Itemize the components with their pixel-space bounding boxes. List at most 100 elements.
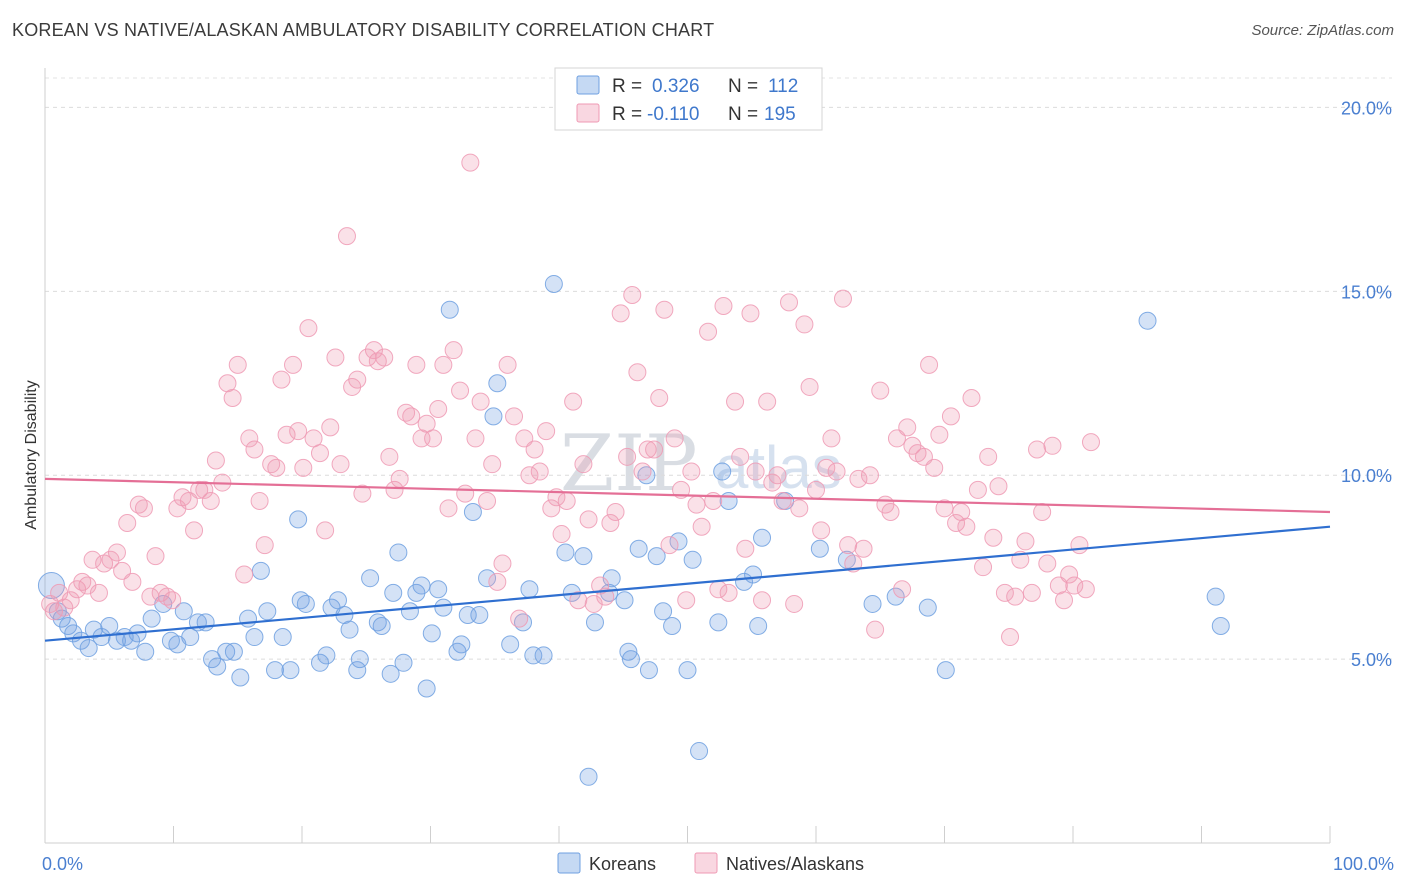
stats-swatch-natives <box>576 103 600 123</box>
point-1-175 <box>989 477 1008 496</box>
stats-r-value-koreans: 0.326 <box>652 76 700 97</box>
point-1-142 <box>812 521 831 540</box>
point-0-37 <box>296 594 315 613</box>
stats-box: R = 0.326 N = 112 R = -0.110 N = 195 <box>554 67 823 131</box>
point-0-49 <box>381 664 400 683</box>
y-axis-title: Ambulatory Disability <box>23 380 40 529</box>
axes <box>44 68 1331 844</box>
point-1-21 <box>158 587 177 606</box>
stats-r-value-natives: -0.110 <box>647 104 699 125</box>
point-1-64 <box>390 469 409 488</box>
point-1-74 <box>444 341 463 360</box>
point-1-169 <box>957 517 976 536</box>
point-1-161 <box>914 447 933 466</box>
point-1-70 <box>424 429 443 448</box>
point-0-56 <box>417 679 436 698</box>
point-1-112 <box>650 388 669 407</box>
point-1-151 <box>860 466 879 485</box>
point-0-30 <box>251 561 270 580</box>
point-1-77 <box>461 153 480 172</box>
stats-swatch-koreans <box>576 75 600 95</box>
trend-line-natives <box>44 477 1331 514</box>
point-1-147 <box>839 536 858 555</box>
point-1-180 <box>1016 532 1035 551</box>
point-1-49 <box>310 444 329 463</box>
point-1-167 <box>947 514 966 533</box>
point-0-72 <box>524 646 543 665</box>
point-1-192 <box>1081 433 1100 452</box>
point-1-40 <box>262 455 281 474</box>
point-0-57 <box>422 624 441 643</box>
point-1-141 <box>807 480 825 499</box>
point-1-12 <box>107 543 126 562</box>
point-1-134 <box>768 466 787 485</box>
point-0-89 <box>654 602 673 621</box>
point-1-146 <box>833 289 852 308</box>
point-1-54 <box>337 227 356 246</box>
point-0-27 <box>231 668 250 687</box>
point-0-71 <box>520 580 539 599</box>
point-1-1 <box>44 602 63 621</box>
point-1-129 <box>741 304 760 323</box>
point-1-155 <box>881 502 900 521</box>
point-1-150 <box>854 539 873 558</box>
point-0-33 <box>273 628 292 647</box>
point-0-52 <box>394 653 413 672</box>
point-0-46 <box>361 569 380 588</box>
point-1-62 <box>380 447 399 466</box>
point-0-100 <box>749 617 768 636</box>
point-0-31 <box>258 602 277 621</box>
point-1-126 <box>726 392 745 411</box>
point-1-178 <box>1006 587 1025 606</box>
point-1-118 <box>682 462 701 481</box>
point-1-182 <box>1028 440 1047 459</box>
point-0-77 <box>574 547 593 566</box>
stats-n-label-natives: N = <box>728 104 758 125</box>
point-1-95 <box>557 491 576 510</box>
point-0-60 <box>440 300 459 319</box>
series-natives-points <box>41 153 1100 647</box>
point-1-36 <box>240 429 259 448</box>
point-1-61 <box>375 348 394 367</box>
point-1-156 <box>887 429 906 448</box>
point-1-88 <box>520 466 539 485</box>
point-1-65 <box>397 403 416 422</box>
point-1-50 <box>316 521 335 540</box>
point-1-183 <box>1033 502 1052 521</box>
point-1-89 <box>525 440 544 459</box>
point-0-95 <box>709 613 728 632</box>
point-1-96 <box>564 392 583 411</box>
point-1-45 <box>289 422 308 441</box>
legend-label-koreans: Koreans <box>589 854 656 874</box>
point-1-139 <box>795 315 814 334</box>
point-1-119 <box>687 495 706 514</box>
point-1-86 <box>510 609 529 628</box>
stats-r-label-koreans: R = <box>612 76 642 97</box>
point-1-9 <box>89 583 108 602</box>
point-0-91 <box>669 532 688 551</box>
point-1-19 <box>146 547 165 566</box>
y-tick-label-3: 20.0% <box>1341 98 1392 118</box>
point-1-188 <box>1060 565 1079 584</box>
point-0-43 <box>340 620 359 639</box>
point-1-120 <box>692 517 711 536</box>
point-0-85 <box>629 539 648 558</box>
point-0-39 <box>317 646 336 665</box>
point-1-98 <box>574 455 593 474</box>
point-1-30 <box>206 451 225 470</box>
point-1-187 <box>1055 591 1074 610</box>
point-1-124 <box>714 297 733 316</box>
point-0-69 <box>501 635 520 654</box>
point-1-67 <box>407 355 426 374</box>
point-1-92 <box>542 499 561 518</box>
point-0-74 <box>544 274 563 293</box>
point-0-90 <box>663 617 682 636</box>
point-1-71 <box>429 400 448 419</box>
point-1-81 <box>483 455 502 474</box>
point-0-51 <box>389 543 408 562</box>
point-1-162 <box>920 355 939 374</box>
point-1-121 <box>699 322 718 341</box>
point-0-28 <box>239 609 258 628</box>
legend: Koreans Natives/Alaskans <box>557 852 864 874</box>
point-1-106 <box>618 447 637 466</box>
